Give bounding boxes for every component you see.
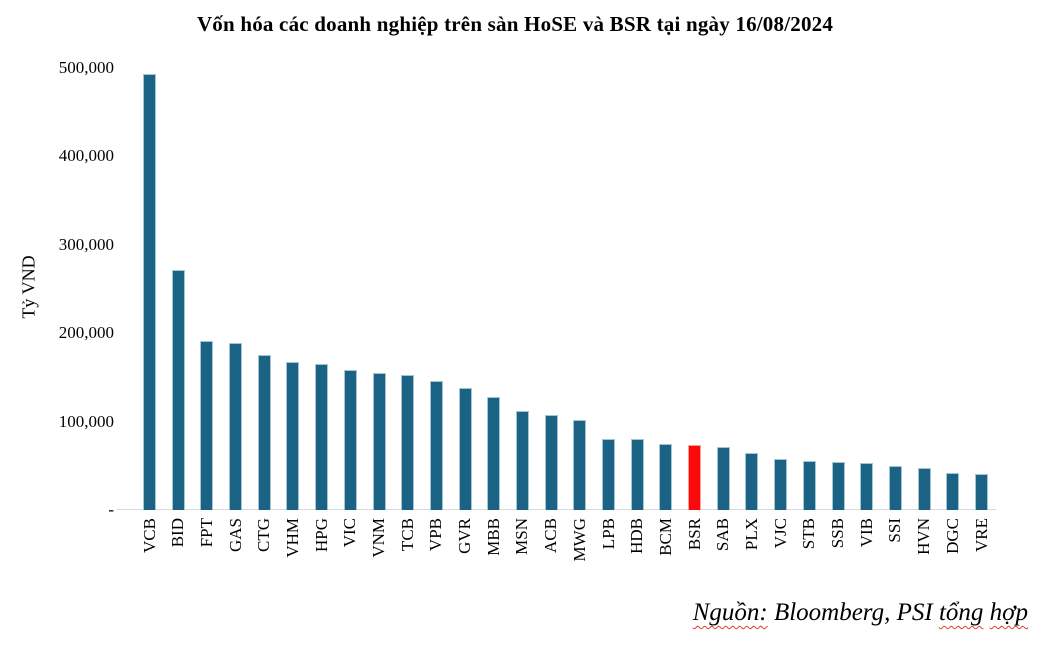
source-word-misspell-marked: tổng — [938, 599, 984, 626]
bar-lpb — [602, 439, 616, 510]
bar-bid — [171, 270, 185, 510]
y-axis-title: Tỷ VND — [18, 255, 39, 319]
x-tick-label: GVR — [455, 518, 475, 554]
x-tick-label: TCB — [397, 518, 417, 552]
x-tick-label: VJC — [770, 518, 790, 549]
x-tick-label: MBB — [483, 518, 503, 556]
bar-hvn — [917, 468, 931, 510]
bar-tcb — [401, 374, 415, 510]
bar-ssb — [831, 462, 845, 510]
x-tick-label: VCB — [139, 518, 159, 553]
x-tick-label: SSB — [828, 518, 848, 549]
bar-bsr-highlighted — [688, 444, 702, 510]
y-tick-label: 300,000 — [58, 234, 114, 254]
x-tick-label: HVN — [914, 518, 934, 555]
bar-hdb — [630, 439, 644, 510]
x-tick-label: LPB — [598, 518, 618, 550]
bar-mbb — [487, 396, 501, 510]
bar-acb — [544, 414, 558, 510]
source-word-misspell-marked: hợp — [989, 599, 1028, 626]
bar-sab — [716, 447, 730, 510]
x-tick-label: MWG — [569, 518, 589, 562]
bar-gas — [229, 342, 243, 510]
bar-vre — [975, 473, 988, 510]
x-tick-label: VPB — [426, 518, 446, 552]
bar-vic — [343, 370, 357, 510]
x-tick-label: BCM — [655, 518, 675, 556]
x-tick-label: VIC — [340, 518, 360, 548]
bar-ssi — [888, 465, 902, 510]
y-tick-label: 100,000 — [58, 411, 114, 431]
bar-vnm — [372, 372, 386, 510]
chart-title: Vốn hóa các doanh nghiệp trên sàn HoSE v… — [196, 12, 834, 36]
bar-gvr — [458, 388, 472, 510]
x-tick-label: SSI — [885, 518, 905, 543]
bar-fpt — [200, 341, 214, 510]
y-tick-label: - — [108, 500, 114, 519]
plot-area: VCB BID FPT GAS CTG VHM HPG VIC VNM TCB VPB GVR MBB M… — [117, 68, 996, 561]
bar-vib — [860, 463, 874, 510]
x-tick-label: MSN — [512, 518, 532, 555]
bar-vpb — [429, 380, 443, 510]
x-tick-label: PLX — [741, 518, 761, 551]
bar-vjc — [774, 458, 788, 510]
bar-bcm — [659, 443, 673, 510]
x-tick-label: HPG — [311, 518, 331, 553]
bar-ctg — [257, 355, 271, 510]
x-tick-label: FPT — [196, 518, 216, 548]
source-note: Nguồn: Bloomberg, PSI tổng hợp — [693, 599, 1028, 627]
x-tick-label: VIB — [856, 518, 876, 548]
x-tick-label: VNM — [369, 518, 389, 558]
bar-vcb — [143, 74, 156, 510]
x-tick-label: CTG — [254, 518, 274, 552]
x-tick-label: ACB — [541, 518, 561, 553]
x-tick-label: SAB — [713, 518, 733, 552]
bar-plx — [745, 453, 759, 510]
y-tick-label: 200,000 — [58, 323, 114, 343]
y-tick-label: 400,000 — [58, 146, 114, 166]
bar-dgc — [946, 472, 960, 510]
x-tick-label: STB — [799, 518, 819, 550]
bar-mwg — [573, 419, 587, 510]
source-word-misspell-marked: Nguồn: — [692, 599, 768, 626]
bar-hpg — [315, 364, 329, 510]
bar-vhm — [286, 362, 300, 510]
x-tick-label: VRE — [971, 518, 991, 552]
x-tick-label: BSR — [684, 518, 704, 551]
bar-stb — [802, 461, 816, 510]
source-text: Bloomberg, PSI — [767, 599, 939, 626]
bar-msn — [515, 411, 529, 510]
x-tick-label: BID — [168, 518, 188, 548]
x-tick-label: GAS — [225, 518, 245, 553]
x-tick-label: DGC — [942, 518, 962, 554]
x-tick-label: VHM — [282, 518, 302, 558]
x-tick-label: HDB — [627, 518, 647, 554]
y-tick-label: 500,000 — [58, 58, 114, 77]
